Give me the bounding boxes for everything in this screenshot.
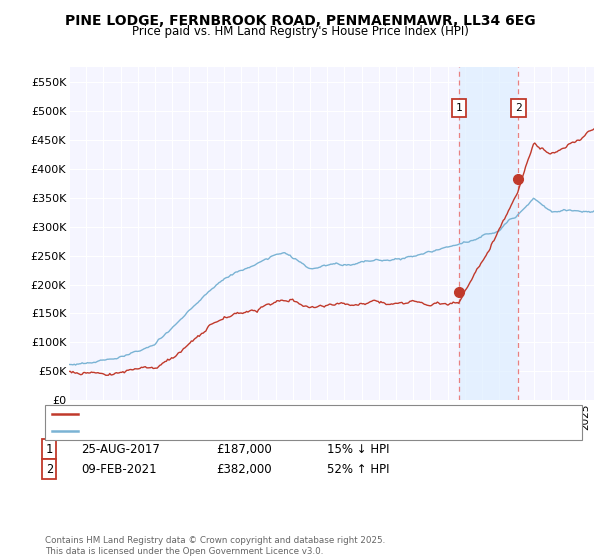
Text: £187,000: £187,000: [216, 442, 272, 456]
Text: 1: 1: [46, 442, 53, 456]
Text: 52% ↑ HPI: 52% ↑ HPI: [327, 463, 389, 476]
Text: 09-FEB-2021: 09-FEB-2021: [81, 463, 157, 476]
Text: 15% ↓ HPI: 15% ↓ HPI: [327, 442, 389, 456]
Text: 2: 2: [46, 463, 53, 476]
Text: 2: 2: [515, 103, 521, 113]
Text: 25-AUG-2017: 25-AUG-2017: [81, 442, 160, 456]
Text: Contains HM Land Registry data © Crown copyright and database right 2025.
This d: Contains HM Land Registry data © Crown c…: [45, 536, 385, 556]
Text: 1: 1: [455, 103, 462, 113]
Text: PINE LODGE, FERNBROOK ROAD, PENMAENMAWR, LL34 6EG (detached house): PINE LODGE, FERNBROOK ROAD, PENMAENMAWR,…: [82, 409, 514, 418]
Text: Price paid vs. HM Land Registry's House Price Index (HPI): Price paid vs. HM Land Registry's House …: [131, 25, 469, 38]
Bar: [459, 67, 518, 400]
Text: PINE LODGE, FERNBROOK ROAD, PENMAENMAWR, LL34 6EG: PINE LODGE, FERNBROOK ROAD, PENMAENMAWR,…: [65, 14, 535, 28]
Text: £382,000: £382,000: [216, 463, 272, 476]
Text: HPI: Average price, detached house, Conwy: HPI: Average price, detached house, Conw…: [82, 426, 321, 436]
